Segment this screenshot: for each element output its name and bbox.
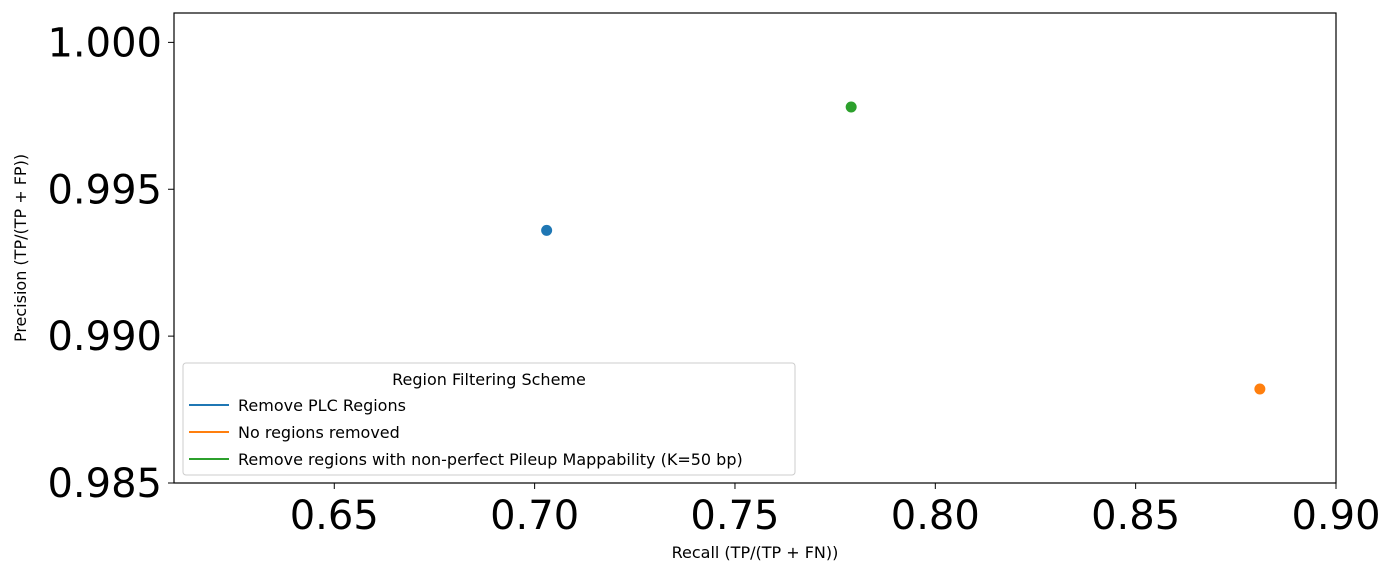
legend-box bbox=[182, 362, 796, 476]
y-axis: 0.985 0.990 0.995 1.000 bbox=[47, 20, 174, 507]
legend-item: No regions removed bbox=[189, 423, 400, 442]
data-point bbox=[541, 224, 553, 236]
legend-label: No regions removed bbox=[238, 423, 400, 442]
legend-label: Remove PLC Regions bbox=[238, 396, 406, 415]
x-tick-label: 0.80 bbox=[891, 493, 980, 539]
x-axis: 0.65 0.70 0.75 0.80 0.85 0.90 bbox=[290, 483, 1381, 539]
legend-title: Region Filtering Scheme bbox=[392, 370, 586, 389]
y-tick-label: 1.000 bbox=[47, 20, 162, 66]
x-tick-label: 0.65 bbox=[290, 493, 379, 539]
plot-marks bbox=[541, 101, 1266, 395]
x-tick-label: 0.75 bbox=[690, 493, 779, 539]
x-tick-label: 0.70 bbox=[490, 493, 579, 539]
data-point bbox=[1254, 383, 1266, 395]
y-tick-label: 0.995 bbox=[47, 167, 162, 213]
legend-label: Remove regions with non-perfect Pileup M… bbox=[238, 450, 743, 469]
y-tick-label: 0.990 bbox=[47, 314, 162, 360]
y-tick-label: 0.985 bbox=[47, 461, 162, 507]
legend-item: Remove PLC Regions bbox=[189, 396, 406, 415]
x-axis-label: Recall (TP/(TP + FN)) bbox=[672, 543, 839, 562]
data-point bbox=[845, 101, 857, 113]
plot-frame bbox=[173, 12, 1337, 484]
legend: Region Filtering Scheme Remove PLC Regio… bbox=[182, 362, 796, 476]
x-tick-label: 0.90 bbox=[1291, 493, 1380, 539]
y-axis-label: Precision (TP/(TP + FP)) bbox=[11, 154, 30, 342]
x-tick-label: 0.85 bbox=[1091, 493, 1180, 539]
legend-item: Remove regions with non-perfect Pileup M… bbox=[189, 450, 743, 469]
legend-items: Remove PLC Regions No regions removed Remo… bbox=[189, 396, 743, 469]
